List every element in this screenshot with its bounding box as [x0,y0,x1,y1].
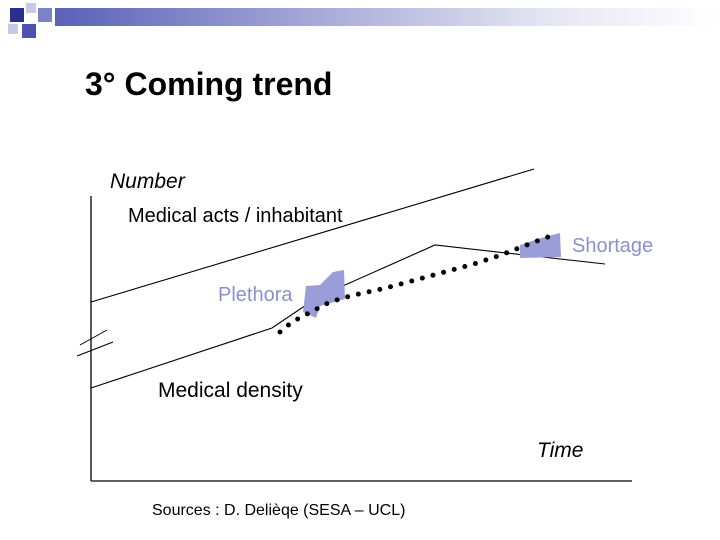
plethora-label: Plethora [218,284,293,306]
axis-break-mark [79,329,108,346]
y-axis-label: Number [110,170,185,193]
medical-acts-label: Medical acts / inhabitant [128,205,343,227]
projected-density-dotted-line [277,231,560,335]
slide-title: 3° Coming trend [85,66,333,102]
decor-square-1 [10,8,24,22]
shortage-label: Shortage [572,235,654,257]
medical-density-line [90,244,606,389]
medical-density-label: Medical density [158,379,303,402]
x-axis-label: Time [537,439,584,462]
plethora-region [303,270,345,318]
decor-square-5 [22,24,36,38]
axis-break-mark [76,341,114,357]
header-gradient-bar [55,8,720,26]
decor-square-3 [38,8,52,22]
decor-square-2 [26,3,36,13]
shortage-region [520,233,561,258]
decor-square-4 [8,24,18,34]
source-note: Sources : D. Delièqe (SESA – UCL) [152,502,406,519]
medical-acts-line [90,168,535,303]
